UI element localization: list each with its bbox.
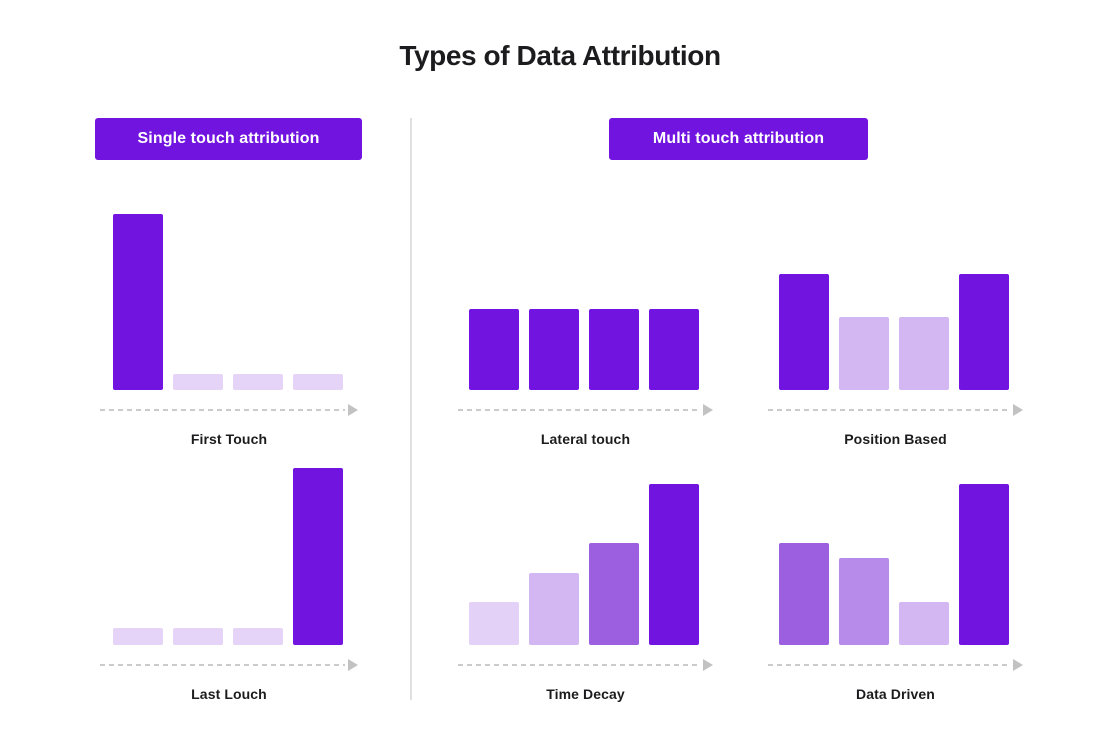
bar-group [768, 484, 1023, 645]
bar [113, 214, 163, 390]
chart-label-data-driven: Data Driven [856, 686, 935, 702]
bar [839, 317, 889, 390]
x-axis-arrow-icon [348, 404, 358, 416]
bar [113, 628, 163, 645]
bar [959, 274, 1009, 390]
section-divider [410, 118, 412, 700]
x-axis-dashed-line [458, 664, 700, 666]
bar-group [458, 309, 713, 390]
bar [469, 602, 519, 645]
bar-group [100, 468, 358, 645]
x-axis-arrow-icon [703, 404, 713, 416]
bar [839, 558, 889, 645]
x-axis-dashed-line [458, 409, 700, 411]
x-axis [100, 404, 358, 416]
page-title: Types of Data Attribution [399, 40, 721, 71]
chart-time-decay: Time Decay [458, 484, 713, 703]
chart-data-driven: Data Driven [768, 484, 1023, 703]
multi-touch-attribution-badge-label: Multi touch attribution [652, 130, 825, 147]
x-axis-arrow-icon [1013, 404, 1023, 416]
bar [233, 374, 283, 390]
bar [649, 484, 699, 645]
x-axis [100, 659, 358, 671]
bar-group [458, 484, 713, 645]
bar-group [768, 274, 1023, 390]
chart-label-position-based: Position Based [844, 431, 947, 447]
bar [589, 543, 639, 645]
bar [173, 628, 223, 645]
chart-label-first-touch: First Touch [190, 431, 268, 447]
x-axis-dashed-line [100, 409, 345, 411]
bar [469, 309, 519, 390]
chart-last-louch: Last Louch [100, 468, 358, 703]
chart-label-last-louch: Last Louch [191, 686, 267, 702]
single-touch-attribution-badge: Single touch attribution [95, 118, 362, 160]
single-touch-attribution-badge-label: Single touch attribution [137, 130, 320, 147]
x-axis [458, 659, 713, 671]
bar [233, 628, 283, 645]
bar [529, 309, 579, 390]
bar [293, 468, 343, 645]
bar [173, 374, 223, 390]
bar [293, 374, 343, 390]
bar [529, 573, 579, 645]
x-axis-arrow-icon [703, 659, 713, 671]
bar [779, 274, 829, 390]
x-axis-dashed-line [768, 664, 1010, 666]
x-axis-arrow-icon [348, 659, 358, 671]
x-axis [458, 404, 713, 416]
x-axis-dashed-line [768, 409, 1010, 411]
chart-label-lateral-touch: Lateral touch [540, 431, 631, 447]
bar [899, 602, 949, 645]
x-axis [768, 659, 1023, 671]
x-axis-dashed-line [100, 664, 345, 666]
bar [779, 543, 829, 645]
multi-touch-attribution-badge: Multi touch attribution [609, 118, 868, 160]
x-axis [768, 404, 1023, 416]
chart-lateral-touch: Lateral touch [458, 309, 713, 448]
bar [589, 309, 639, 390]
bar-group [100, 214, 358, 390]
chart-position-based: Position Based [768, 274, 1023, 448]
bar [899, 317, 949, 390]
chart-label-time-decay: Time Decay [546, 686, 625, 702]
chart-first-touch: First Touch [100, 214, 358, 448]
bar [649, 309, 699, 390]
bar [959, 484, 1009, 645]
x-axis-arrow-icon [1013, 659, 1023, 671]
